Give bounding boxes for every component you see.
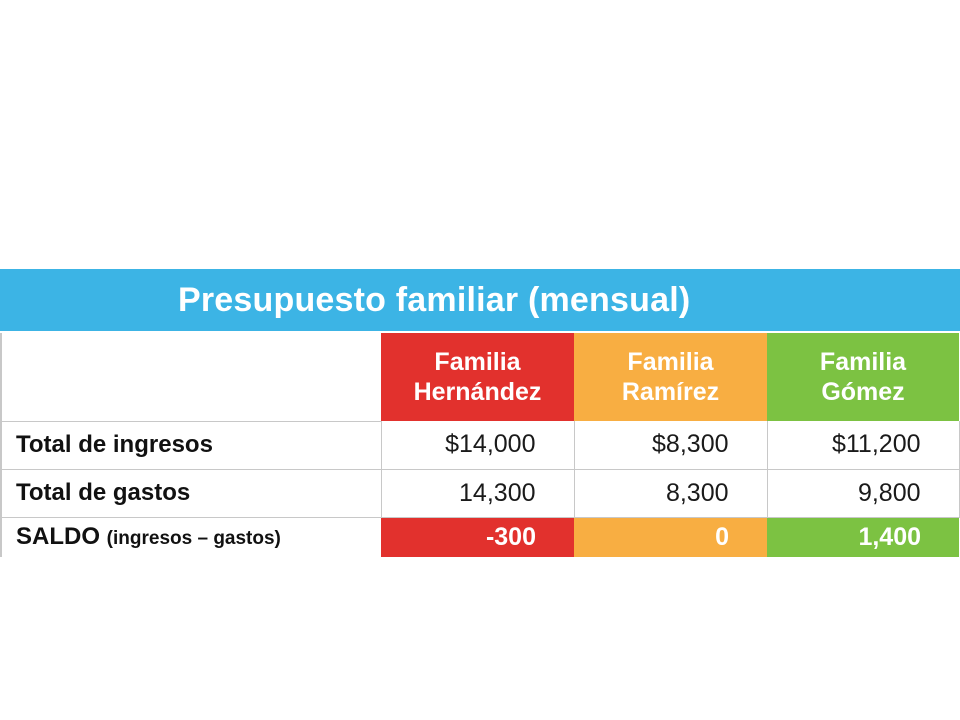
budget-table: Familia Hernández Familia Ramírez Famili… [0, 333, 960, 557]
header-blank-cell [0, 333, 381, 422]
cell-saldo-ramirez: 0 [574, 517, 767, 557]
saldo-sublabel: (ingresos – gastos) [106, 528, 281, 550]
row-label-gastos: Total de gastos [0, 469, 381, 518]
budget-table-container: Presupuesto familiar (mensual) Familia H… [0, 269, 960, 557]
table-row: Total de ingresos $14,000 $8,300 $11,200 [0, 421, 960, 470]
cell-gastos-gomez: 9,800 [766, 469, 960, 518]
saldo-row: SALDO (ingresos – gastos) -300 0 1,400 [0, 517, 959, 557]
cell-gastos-hernandez: 14,300 [380, 469, 574, 518]
table-row: Total de gastos 14,300 8,300 9,800 [0, 469, 960, 518]
column-header-gomez: Familia Gómez [767, 333, 959, 421]
row-label-ingresos: Total de ingresos [0, 421, 381, 470]
cell-ingresos-hernandez: $14,000 [380, 421, 574, 470]
table-title: Presupuesto familiar (mensual) [0, 269, 960, 331]
cell-ingresos-gomez: $11,200 [766, 421, 960, 470]
column-header-ramirez: Familia Ramírez [574, 333, 767, 421]
row-label-saldo: SALDO (ingresos – gastos) [0, 517, 381, 557]
cell-gastos-ramirez: 8,300 [573, 469, 767, 518]
cell-saldo-hernandez: -300 [381, 517, 574, 557]
header-row: Familia Hernández Familia Ramírez Famili… [0, 333, 959, 422]
cell-ingresos-ramirez: $8,300 [573, 421, 767, 470]
column-header-hernandez: Familia Hernández [381, 333, 574, 421]
saldo-label: SALDO [16, 523, 100, 551]
cell-saldo-gomez: 1,400 [767, 517, 959, 557]
